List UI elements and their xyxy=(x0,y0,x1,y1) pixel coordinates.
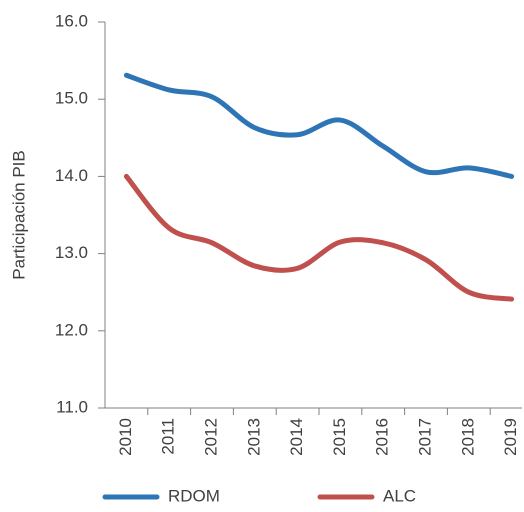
y-tick-label: 15.0 xyxy=(55,89,88,108)
legend-label: RDOM xyxy=(168,486,220,505)
y-axis-label: Participación PIB xyxy=(9,150,28,279)
line-series xyxy=(123,173,515,302)
legend-label: ALC xyxy=(383,486,416,505)
x-tick-label: 2012 xyxy=(201,418,220,456)
x-tick-label: 2017 xyxy=(415,418,434,456)
x-tick-label: 2016 xyxy=(373,418,392,456)
y-tick-label: 11.0 xyxy=(56,397,88,416)
x-tick-label: 2019 xyxy=(501,418,520,456)
x-tick-label: 2014 xyxy=(287,418,306,456)
y-tick-label: 12.0 xyxy=(55,320,88,339)
line-series xyxy=(123,72,515,179)
x-tick-label: 2018 xyxy=(458,418,477,456)
y-tick-label: 13.0 xyxy=(55,243,88,262)
y-tick-label: 14.0 xyxy=(55,166,88,185)
x-tick-label: 2013 xyxy=(244,418,263,456)
x-tick-label: 2010 xyxy=(116,418,135,456)
y-tick-label: 16.0 xyxy=(55,11,88,30)
x-tick-label: 2015 xyxy=(330,418,349,456)
x-tick-label: 2011 xyxy=(159,418,178,455)
